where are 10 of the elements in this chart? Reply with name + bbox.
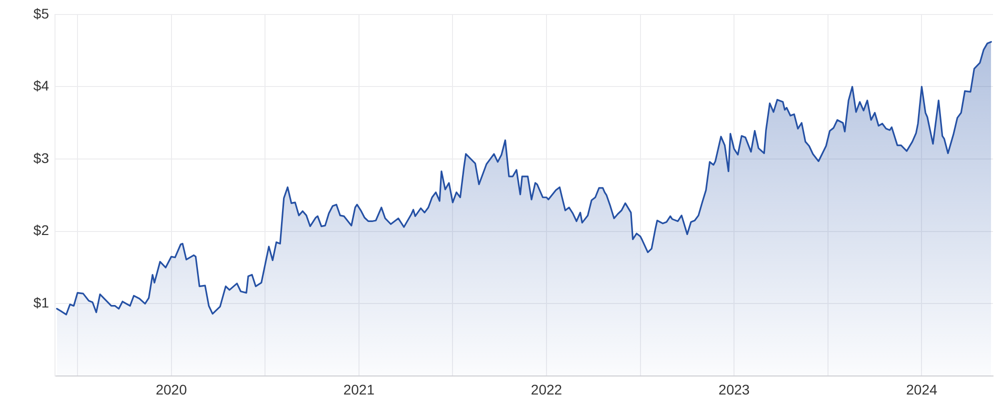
y-tick-label: $3 xyxy=(33,150,50,166)
x-tick-label: 2021 xyxy=(343,381,375,398)
x-tick-label: 2023 xyxy=(718,381,750,398)
x-tick-label: 2020 xyxy=(156,381,188,398)
y-tick-label: $5 xyxy=(33,5,50,22)
y-tick-label: $4 xyxy=(33,78,50,94)
y-tick-label: $2 xyxy=(33,222,50,238)
x-tick-label: 2024 xyxy=(906,381,938,398)
x-tick-label: 2022 xyxy=(530,381,562,398)
y-tick-label: $1 xyxy=(33,294,50,311)
